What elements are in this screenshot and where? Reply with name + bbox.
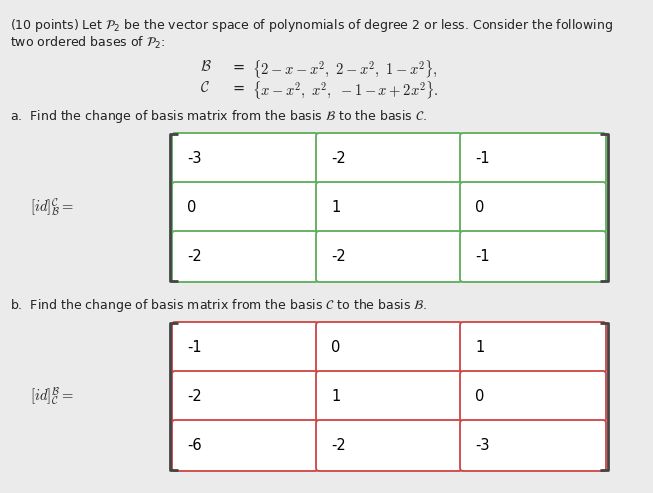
Text: -2: -2	[187, 249, 202, 264]
Text: 0: 0	[475, 389, 485, 404]
Text: 0: 0	[187, 200, 197, 215]
Text: -2: -2	[187, 389, 202, 404]
FancyBboxPatch shape	[316, 133, 462, 184]
FancyBboxPatch shape	[460, 420, 606, 471]
Text: 1: 1	[331, 389, 340, 404]
FancyBboxPatch shape	[172, 420, 318, 471]
Text: 0: 0	[331, 340, 340, 355]
FancyBboxPatch shape	[460, 182, 606, 233]
FancyBboxPatch shape	[316, 420, 462, 471]
FancyBboxPatch shape	[172, 182, 318, 233]
Text: -2: -2	[331, 249, 345, 264]
FancyBboxPatch shape	[316, 322, 462, 373]
Text: $\mathcal{B}$: $\mathcal{B}$	[200, 59, 212, 74]
Text: -2: -2	[331, 438, 345, 453]
Text: two ordered bases of $\mathcal{P}_2$:: two ordered bases of $\mathcal{P}_2$:	[10, 35, 165, 51]
Text: -2: -2	[331, 151, 345, 166]
FancyBboxPatch shape	[316, 371, 462, 422]
FancyBboxPatch shape	[460, 231, 606, 282]
Text: -6: -6	[187, 438, 202, 453]
Text: -3: -3	[187, 151, 202, 166]
FancyBboxPatch shape	[316, 182, 462, 233]
Text: $=$: $=$	[230, 59, 246, 74]
Text: 1: 1	[475, 340, 485, 355]
Text: $\{2 - x - x^2,\ 2 - x^2,\ 1 - x^2\},$: $\{2 - x - x^2,\ 2 - x^2,\ 1 - x^2\},$	[252, 59, 438, 80]
Text: -1: -1	[187, 340, 202, 355]
Text: $=$: $=$	[230, 80, 246, 95]
FancyBboxPatch shape	[172, 371, 318, 422]
Text: 0: 0	[475, 200, 485, 215]
FancyBboxPatch shape	[460, 371, 606, 422]
Text: -1: -1	[475, 249, 490, 264]
Text: $\{x - x^2,\ x^2,\ -1 - x + 2x^2\}.$: $\{x - x^2,\ x^2,\ -1 - x + 2x^2\}.$	[252, 80, 439, 101]
FancyBboxPatch shape	[316, 231, 462, 282]
FancyBboxPatch shape	[172, 231, 318, 282]
Text: $\mathcal{C}$: $\mathcal{C}$	[200, 80, 210, 95]
Text: (10 points) Let $\mathcal{P}_2$ be the vector space of polynomials of degree $2$: (10 points) Let $\mathcal{P}_2$ be the v…	[10, 17, 613, 34]
FancyBboxPatch shape	[460, 133, 606, 184]
Text: a.  Find the change of basis matrix from the basis $\mathcal{B}$ to the basis $\: a. Find the change of basis matrix from …	[10, 108, 427, 125]
FancyBboxPatch shape	[460, 322, 606, 373]
FancyBboxPatch shape	[172, 133, 318, 184]
FancyBboxPatch shape	[172, 322, 318, 373]
Text: 1: 1	[331, 200, 340, 215]
Text: -1: -1	[475, 151, 490, 166]
Text: $[id]^\mathcal{C}_\mathcal{B} =$: $[id]^\mathcal{C}_\mathcal{B} =$	[30, 197, 74, 218]
Text: -3: -3	[475, 438, 490, 453]
Text: b.  Find the change of basis matrix from the basis $\mathcal{C}$ to the basis $\: b. Find the change of basis matrix from …	[10, 297, 427, 314]
Text: $[id]^\mathcal{B}_\mathcal{C} =$: $[id]^\mathcal{B}_\mathcal{C} =$	[30, 386, 74, 407]
